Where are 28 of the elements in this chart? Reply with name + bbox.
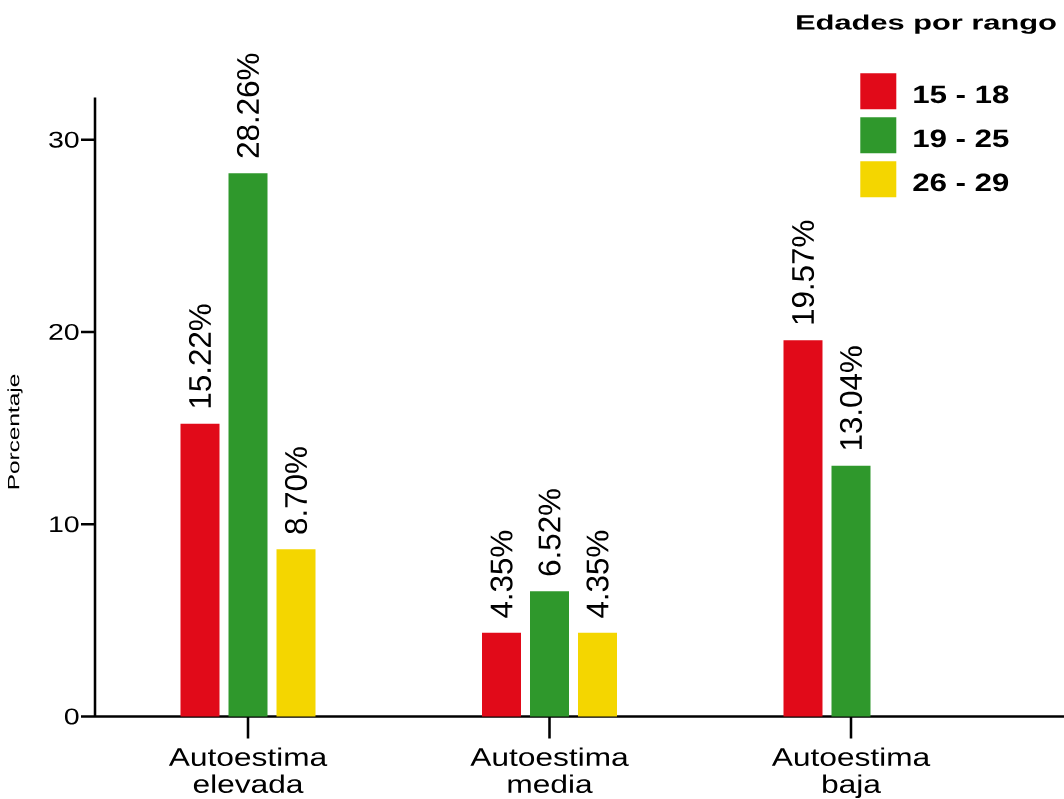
data-label: 6.52%	[538, 489, 561, 576]
x-tick-label: Autoestima baja	[771, 747, 931, 799]
data-label: 19.57%	[791, 220, 815, 324]
data-label: 4.35%	[490, 530, 513, 618]
y-tick-label: 10	[50, 516, 79, 533]
legend-label: 26 - 29	[913, 173, 1009, 192]
legend-title: Edades por rango	[797, 14, 1056, 34]
bar	[530, 591, 569, 717]
bar	[783, 340, 823, 717]
y-axis-title: Porcentaje	[7, 374, 23, 489]
x-tick-label: Autoestima media	[470, 747, 629, 794]
bar	[482, 632, 521, 717]
legend-label: 15 - 18	[914, 85, 1009, 104]
data-label: 4.35%	[586, 530, 609, 618]
bar	[228, 173, 268, 717]
bar	[180, 423, 220, 717]
data-label: 8.70%	[284, 447, 308, 534]
data-label: 28.26%	[236, 53, 260, 158]
legend-label: 19 - 25	[914, 129, 1009, 148]
bar	[831, 465, 871, 717]
y-tick-label: 30	[49, 131, 79, 148]
bar	[578, 632, 617, 717]
bar	[276, 549, 316, 717]
y-tick-label: 20	[49, 323, 79, 340]
data-label: 13.04%	[839, 346, 863, 450]
x-tick-label: Autoestima elevada	[168, 747, 328, 794]
y-tick-label: 0	[64, 708, 79, 725]
data-label: 15.22%	[188, 304, 212, 408]
